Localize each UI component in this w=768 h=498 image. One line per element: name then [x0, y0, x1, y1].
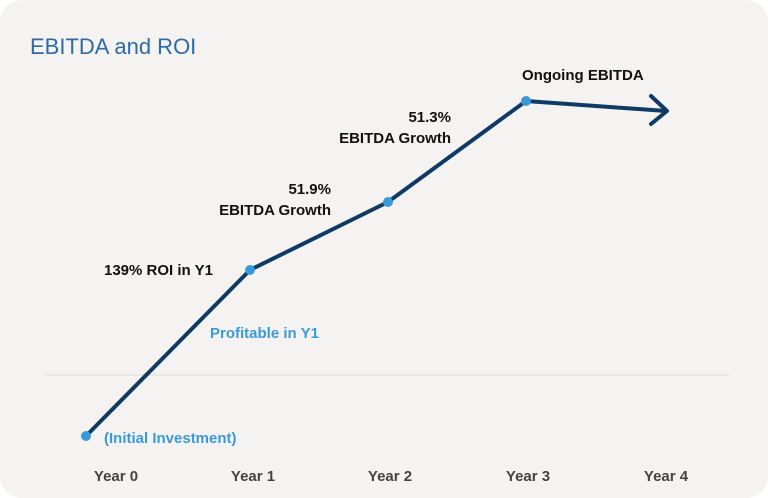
- data-point: [81, 431, 91, 441]
- annotation-label: Ongoing EBITDA: [522, 67, 644, 84]
- annotation-label: 139% ROI in Y1: [104, 262, 213, 279]
- annotation-label: 51.3%: [408, 109, 451, 126]
- annotation-label: EBITDA Growth: [219, 202, 331, 219]
- annotation-label: 51.9%: [288, 181, 331, 198]
- x-tick-label: Year 4: [644, 468, 689, 485]
- data-point: [383, 197, 393, 207]
- x-tick-label: Year 3: [506, 468, 550, 485]
- x-tick-label: Year 2: [368, 468, 412, 485]
- arrow-head-icon: [649, 94, 669, 126]
- data-point: [521, 96, 531, 106]
- x-tick-label: Year 1: [231, 468, 275, 485]
- data-point: [245, 265, 255, 275]
- x-tick-label: Year 0: [94, 468, 138, 485]
- annotation-label: (Initial Investment): [104, 430, 237, 447]
- chart-title: EBITDA and ROI: [30, 34, 197, 59]
- annotation-label: Profitable in Y1: [210, 325, 319, 342]
- annotation-label: EBITDA Growth: [339, 130, 451, 147]
